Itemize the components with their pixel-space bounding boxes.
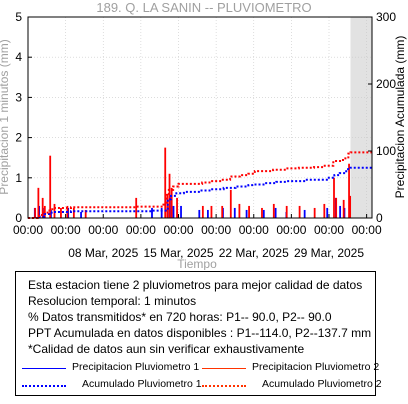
accum-lines: [28, 151, 372, 219]
y-tick-label: 2: [15, 131, 22, 145]
info-box: Esta estacion tiene 2 pluviometros para …: [15, 271, 382, 396]
legend-swatch-p1-precip: [22, 368, 66, 369]
chart-title: 189. Q. LA SANIN -- PLUVIOMETRO: [96, 0, 311, 15]
x-date-label: 29 Mar, 2025: [294, 246, 364, 260]
x-axis-label: Tiempo: [177, 257, 217, 270]
y-tick-label: 200: [376, 77, 396, 91]
y-tick-label: 100: [376, 144, 396, 158]
info-line-3: % Datos transmitidos* en 720 horas: P1--…: [28, 310, 332, 324]
info-line-4: PPT Acumulada en datos disponibles : P1-…: [28, 326, 372, 340]
plot-frame: [27, 16, 373, 219]
x-tick-label: 00:00: [352, 223, 382, 237]
right-y-axis: 0 100 200 300: [368, 10, 396, 225]
y-tick-label: 5: [15, 10, 22, 24]
legend-swatch-p2-acum: [202, 385, 246, 387]
y-tick-label: 1: [15, 171, 22, 185]
rainfall-chart: 189. Q. LA SANIN -- PLUVIOMETRO 0 1 2 3 4 5 0…: [0, 0, 407, 270]
x-tick-label: 00:00: [51, 223, 81, 237]
legend-label-p2-precip: Precipitacion Pluviometro 2: [252, 361, 380, 373]
legend-label-p1-acum: Acumulado Pluviometro 1: [82, 378, 202, 390]
y-tick-label: 4: [15, 50, 22, 64]
x-axis: 00:00 00:00 00:00 00:00 00:00 00:00 00:00 00:00…: [13, 214, 382, 260]
info-line-2: Resolucion temporal: 1 minutos: [28, 294, 197, 308]
left-y-axis: 0 1 2 3 4 5: [15, 10, 32, 225]
info-line-1: Esta estacion tiene 2 pluviometros para …: [28, 278, 363, 292]
x-tick-label: 00:00: [13, 223, 43, 237]
series-line: [28, 151, 372, 219]
x-tick-label: 00:00: [126, 223, 156, 237]
y-axis-right-label: Precipitacion Acumulada (mm): [393, 36, 407, 199]
x-tick-label: 00:00: [314, 223, 344, 237]
x-tick-label: 00:00: [88, 223, 118, 237]
y-tick-label: 0: [15, 211, 22, 225]
grid: [28, 17, 372, 218]
y-tick-label: 300: [376, 10, 396, 24]
x-tick-label: 00:00: [201, 223, 231, 237]
legend-swatch-p1-acum: [22, 385, 66, 387]
y-axis-left-label: Precipitacion 1 minutos (mm): [0, 39, 11, 194]
legend-label-p1-precip: Precipitacion Pluviometro 1: [72, 361, 200, 373]
info-line-5: *Calidad de datos aun sin verificar exha…: [28, 342, 305, 356]
x-tick-label: 00:00: [239, 223, 269, 237]
x-date-label: 08 Mar, 2025: [68, 246, 138, 260]
y-tick-label: 3: [15, 90, 22, 104]
x-tick-label: 00:00: [163, 223, 193, 237]
legend-label-p2-acum: Acumulado Pluviometro 2: [262, 378, 382, 390]
x-date-label: 22 Mar, 2025: [219, 246, 289, 260]
x-date-label: 15 Mar, 2025: [143, 246, 213, 260]
x-tick-label: 00:00: [276, 223, 306, 237]
y-tick-label: 0: [376, 211, 383, 225]
no-data-region: [350, 17, 372, 218]
legend-swatch-p2-precip: [202, 368, 246, 369]
bars: [33, 147, 352, 218]
